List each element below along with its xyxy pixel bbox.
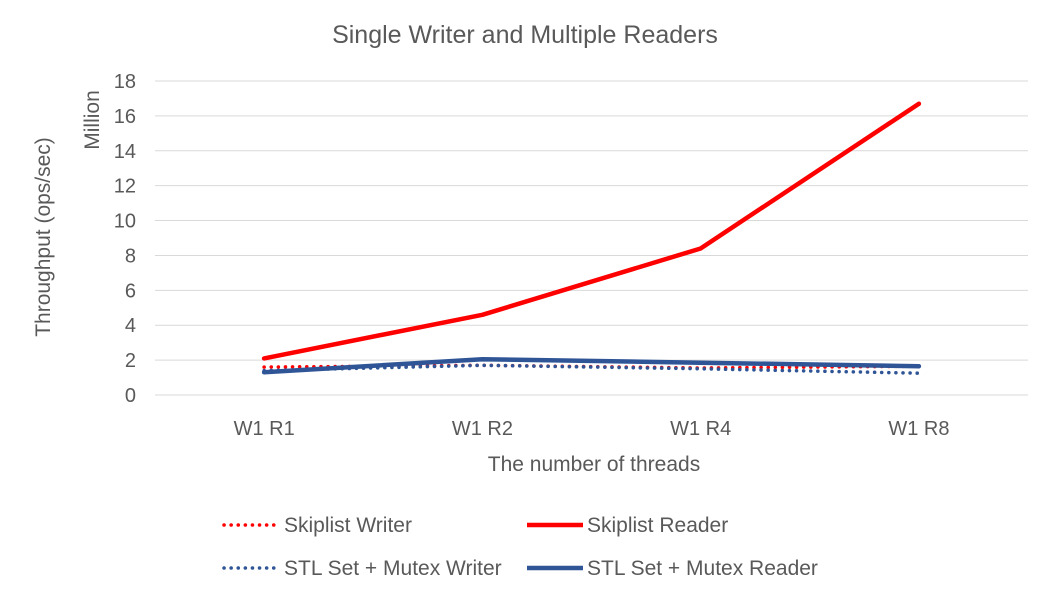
legend-item: STL Set + Mutex Reader (527, 557, 818, 580)
series-line (262, 363, 921, 375)
y-axis-ticks: 0 2 4 6 8 10 12 14 16 18 (114, 71, 136, 407)
y-axis-label: Throughput (ops/sec) (32, 137, 55, 337)
y-tick-label: 14 (114, 141, 136, 163)
x-tick-label: W1 R1 (234, 418, 295, 440)
legend-item: STL Set + Mutex Writer (222, 557, 502, 580)
y-tick-label: 2 (125, 350, 136, 372)
chart-title: Single Writer and Multiple Readers (332, 21, 718, 49)
y-tick-label: 16 (114, 106, 136, 128)
x-axis-ticks: W1 R1 W1 R2 W1 R4 W1 R8 (234, 418, 950, 440)
legend-label: Skiplist Reader (587, 514, 728, 537)
y-tick-label: 12 (114, 176, 136, 198)
series-line (261, 356, 922, 375)
y-tick-label: 8 (125, 245, 136, 267)
legend: Skiplist Writer Skiplist Reader STL Set + … (222, 514, 818, 580)
series-lines (261, 101, 922, 375)
y-tick-label: 0 (125, 385, 136, 407)
legend-item: Skiplist Reader (527, 514, 728, 537)
x-axis-label: The number of threads (488, 453, 700, 476)
gridlines (155, 80, 1028, 396)
y-tick-label: 18 (114, 71, 136, 93)
x-tick-label: W1 R4 (670, 418, 731, 440)
y-axis-unit: Million (81, 90, 104, 150)
legend-item: Skiplist Writer (222, 514, 412, 537)
y-tick-label: 10 (114, 211, 136, 233)
legend-label: STL Set + Mutex Reader (587, 557, 818, 580)
series-line (261, 101, 922, 361)
x-tick-label: W1 R2 (452, 418, 513, 440)
y-tick-label: 6 (125, 280, 136, 302)
y-tick-label: 4 (125, 315, 136, 337)
x-tick-label: W1 R8 (888, 418, 949, 440)
legend-label: STL Set + Mutex Writer (284, 557, 502, 580)
legend-label: Skiplist Writer (284, 514, 412, 537)
